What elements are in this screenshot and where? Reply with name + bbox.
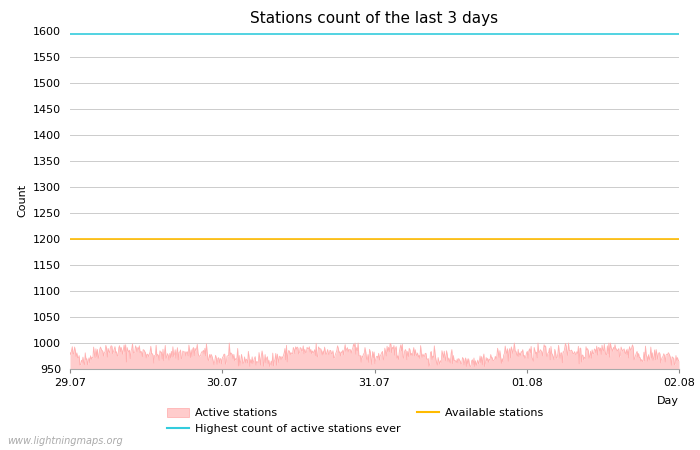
Y-axis label: Count: Count [18,184,27,217]
Legend: Active stations, Highest count of active stations ever, Available stations: Active stations, Highest count of active… [167,408,543,434]
Text: www.lightningmaps.org: www.lightningmaps.org [7,436,122,446]
Text: Day: Day [657,396,679,406]
Title: Stations count of the last 3 days: Stations count of the last 3 days [251,11,498,26]
